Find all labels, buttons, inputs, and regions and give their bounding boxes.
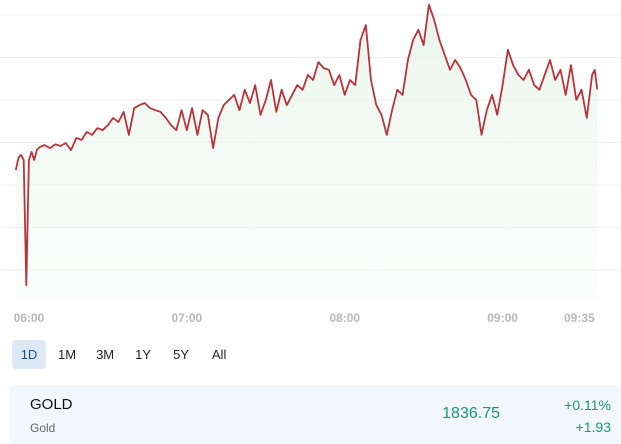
instrument-name: Gold bbox=[30, 421, 56, 435]
x-tick-label: 09:35 bbox=[564, 311, 595, 325]
range-button[interactable]: 3M bbox=[96, 347, 115, 362]
change-percent: +0.11% bbox=[564, 397, 611, 413]
range-button[interactable]: 5Y bbox=[173, 347, 190, 362]
range-selector: 1D 1M 3M 1Y 5Y All bbox=[12, 340, 236, 369]
price-line bbox=[14, 3, 599, 286]
range-button[interactable]: 1D bbox=[12, 340, 46, 369]
x-tick-label: 06:00 bbox=[14, 311, 45, 325]
x-tick-label: 07:00 bbox=[171, 311, 202, 325]
range-button[interactable]: 1M bbox=[58, 347, 77, 362]
area bbox=[15, 4, 598, 300]
change: +1.93 bbox=[575, 419, 611, 435]
range-button[interactable]: All bbox=[211, 347, 227, 362]
price: 1836.75 bbox=[442, 405, 500, 422]
chart: 06:00 07:00 08:00 09:00 09:35 bbox=[0, 3, 621, 325]
x-tick-label: 08:00 bbox=[329, 311, 360, 325]
quote-card[interactable]: GOLD Gold 1836.75 +0.11% +1.93 bbox=[10, 385, 621, 444]
symbol: GOLD bbox=[30, 396, 73, 413]
x-tick-label: 09:00 bbox=[487, 311, 518, 325]
range-button[interactable]: 1Y bbox=[135, 347, 152, 362]
